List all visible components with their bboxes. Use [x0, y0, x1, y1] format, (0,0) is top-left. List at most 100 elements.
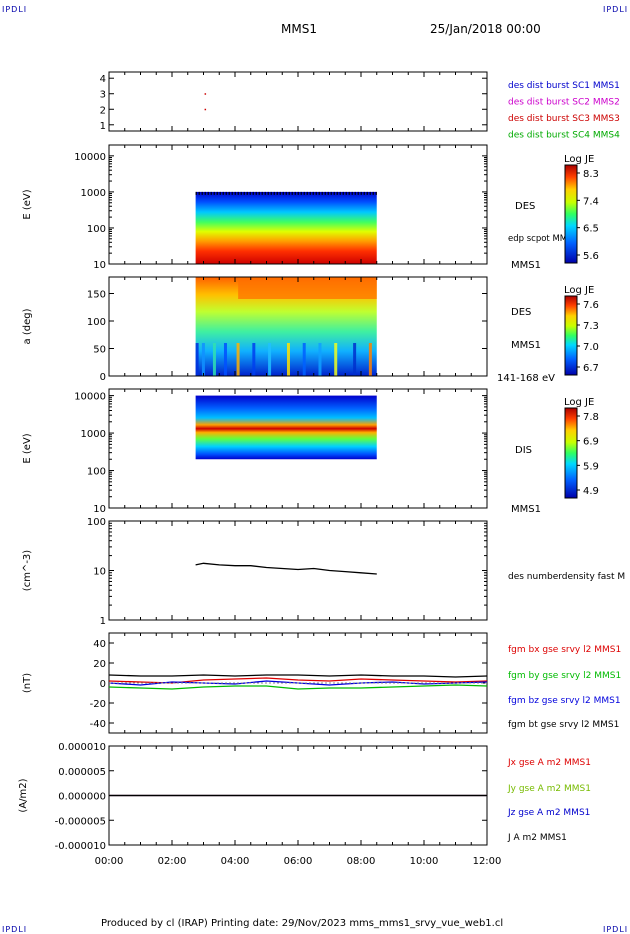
- spectrogram-tick-mark: [246, 191, 248, 195]
- des-energy-spectrogram: [195, 191, 377, 264]
- x-tick-label: 12:00: [473, 856, 502, 867]
- spectrogram-tick-mark: [375, 191, 377, 195]
- spectrogram-tick-mark: [282, 191, 284, 195]
- y-tick-label: 1000: [81, 188, 106, 199]
- spectrogram-tick-mark: [354, 191, 356, 195]
- colorbar-tick-label: 7.3: [583, 321, 599, 332]
- spectrogram-tick-mark: [222, 191, 224, 195]
- colorbar-tick-label: 7.8: [583, 412, 599, 423]
- pitch-stripe: [236, 343, 240, 376]
- x-tick-label: 02:00: [158, 856, 187, 867]
- spectrogram-tick-mark: [312, 191, 314, 195]
- y-axis-label: E (eV): [22, 189, 33, 219]
- spectrogram-tick-mark: [336, 191, 338, 195]
- x-tick-label: 04:00: [221, 856, 250, 867]
- y-tick-label: 100: [87, 317, 106, 328]
- spectrogram-tick-mark: [294, 191, 296, 195]
- legend-entry: Jz gse A m2 MMS1: [507, 808, 590, 818]
- spectrogram-tick-mark: [372, 191, 374, 195]
- spectrogram-tick-mark: [351, 191, 353, 195]
- colorbar-title: Log JE: [564, 397, 594, 408]
- legend-entry: des dist burst SC1 MMS1: [508, 81, 620, 91]
- spectrogram-tick-mark: [300, 191, 302, 195]
- y-tick-label: 0: [100, 679, 106, 690]
- spectrogram-tick-mark: [309, 191, 311, 195]
- pitch-stripe: [286, 343, 290, 376]
- pitch-stripe: [223, 343, 227, 376]
- legend-entry: Jx gse A m2 MMS1: [507, 758, 591, 768]
- colorbar-tick-label: 5.6: [583, 251, 599, 262]
- spectrogram-tick-mark: [249, 191, 251, 195]
- spectrogram-tick-mark: [345, 191, 347, 195]
- panel-right-label: DES: [511, 307, 531, 318]
- spectrogram-tick-mark: [198, 191, 200, 195]
- spectrogram-tick-mark: [342, 191, 344, 195]
- pitch-stripe: [252, 343, 256, 376]
- legend-entry: fgm bt gse srvy l2 MMS1: [508, 720, 619, 730]
- chart-datetime: 25/Jan/2018 00:00: [430, 22, 541, 36]
- y-axis-label: (A/m2): [18, 778, 29, 812]
- y-tick-label: 10: [93, 567, 106, 578]
- colorbar-tick-label: 8.3: [583, 169, 599, 180]
- spectrogram-tick-mark: [315, 191, 317, 195]
- corner-mark-top-left: IPDLI: [2, 5, 28, 14]
- spectrogram-tick-mark: [243, 191, 245, 195]
- panel-right-label: MMS1: [511, 504, 541, 515]
- colorbar-title: Log JE: [564, 154, 594, 165]
- y-tick-label: 0: [100, 372, 106, 383]
- pitch-stripe: [353, 343, 357, 376]
- colorbar-tick-label: 6.9: [583, 437, 599, 448]
- panel-right-label: MMS1: [511, 260, 541, 271]
- corner-mark-bottom-left: IPDLI: [2, 925, 28, 934]
- pitch-stripe: [268, 343, 272, 376]
- corner-mark-top-right: IPDLI: [603, 5, 629, 14]
- y-axis-label: E (eV): [22, 433, 33, 463]
- spectrogram-tick-mark: [240, 191, 242, 195]
- colorbar-title: Log JE: [564, 285, 594, 296]
- spectrogram-tick-mark: [285, 191, 287, 195]
- legend-entry: J A m2 MMS1: [507, 833, 567, 843]
- y-axis-label: (nT): [22, 673, 33, 693]
- panel-right-label: 141-168 eV: [497, 373, 555, 384]
- y-tick-label: 10000: [74, 152, 106, 163]
- spectrogram-tick-mark: [357, 191, 359, 195]
- spectrogram-tick-mark: [270, 191, 272, 195]
- y-tick-label: 100: [87, 467, 106, 478]
- y-tick-label: 1: [100, 121, 106, 132]
- spectrogram-tick-mark: [366, 191, 368, 195]
- spectrogram-tick-mark: [234, 191, 236, 195]
- spectrogram-tick-mark: [210, 191, 212, 195]
- spectrogram-tick-mark: [327, 191, 329, 195]
- colorbar-tick-label: 6.7: [583, 363, 599, 374]
- spectrogram-tick-mark: [204, 191, 206, 195]
- spectrogram-tick-mark: [267, 191, 269, 195]
- pitch-stripe: [302, 343, 306, 376]
- spectrogram-tick-mark: [276, 191, 278, 195]
- spectrogram-tick-mark: [255, 191, 257, 195]
- spectrogram-tick-mark: [348, 191, 350, 195]
- series-line: [108, 674, 488, 678]
- colorbar-tick-label: 4.9: [583, 486, 599, 497]
- spectrogram-tick-mark: [318, 191, 320, 195]
- y-tick-label: 10: [93, 260, 106, 271]
- y-tick-label: 40: [93, 639, 106, 650]
- spectrogram-tick-mark: [291, 191, 293, 195]
- spectrogram-tick-mark: [339, 191, 341, 195]
- y-tick-label: 150: [87, 290, 106, 301]
- colorbar-tick-label: 5.9: [583, 461, 599, 472]
- legend-entry: fgm by gse srvy l2 MMS1: [508, 671, 621, 681]
- panel-frame: [108, 520, 488, 621]
- colorbar: [564, 295, 578, 376]
- legend-entry: Jy gse A m2 MMS1: [507, 784, 591, 794]
- y-tick-label: 100: [87, 224, 106, 235]
- y-tick-label: 10000: [74, 392, 106, 403]
- spectrogram-tick-mark: [324, 191, 326, 195]
- y-tick-label: 3: [100, 90, 106, 101]
- panel-right-label: DIS: [515, 445, 532, 456]
- spectrogram-tick-mark: [201, 191, 203, 195]
- y-tick-label: 1000: [81, 429, 106, 440]
- spectrogram-tick-mark: [264, 191, 266, 195]
- spectrogram-tick-mark: [207, 191, 209, 195]
- y-tick-label: 10: [93, 504, 106, 515]
- spectrogram-tick-mark: [213, 191, 215, 195]
